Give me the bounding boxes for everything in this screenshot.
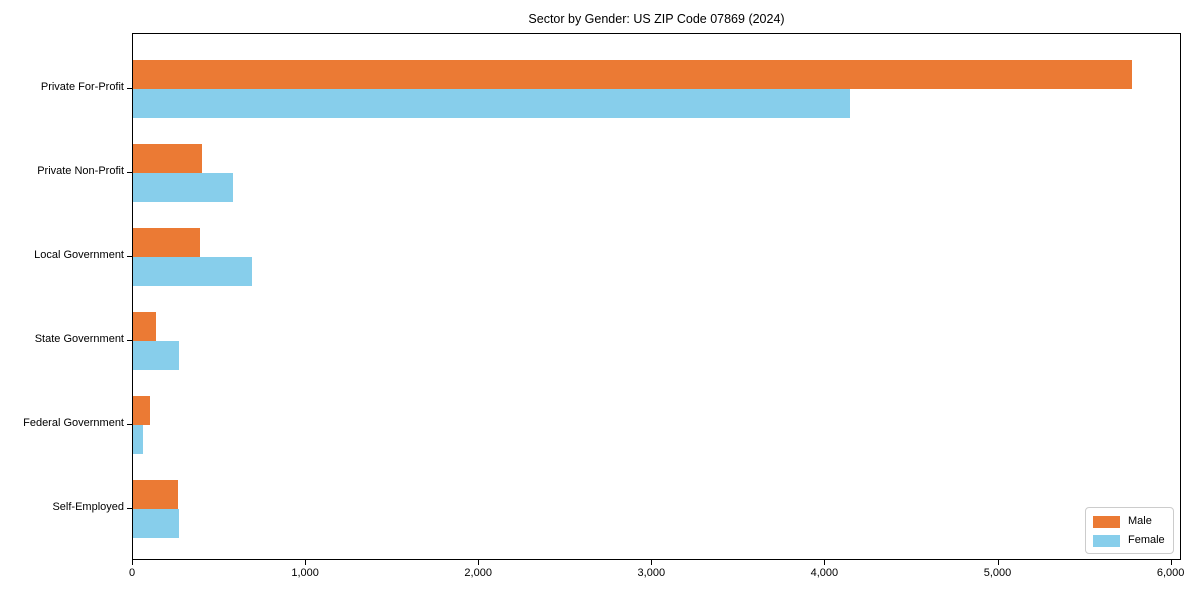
x-tick-label-5000: 5,000 [983,567,1012,579]
y-tick-mark [127,172,132,173]
y-tick-mark [127,508,132,509]
bar-female-state-government [133,341,179,370]
legend-label-female: Female [1128,534,1165,546]
y-tick-mark [127,340,132,341]
x-tick-mark [132,560,133,565]
chart-title: Sector by Gender: US ZIP Code 07869 (202… [528,12,785,26]
x-tick-mark [478,560,480,565]
x-tick-mark [824,560,826,565]
legend: Male Female [1085,507,1174,554]
x-tick-label-0: 0 [128,567,136,579]
bar-male-federal-government [133,396,151,425]
y-tick-label-federal-government: Federal Government [23,417,124,429]
legend-label-male: Male [1128,515,1152,527]
legend-swatch-male [1093,515,1120,528]
bar-male-local-government [133,228,200,257]
x-tick-label-2000: 2,000 [464,567,492,579]
bar-male-self-employed [133,480,178,509]
x-tick-mark [651,560,653,565]
x-tick-mark [1170,560,1172,565]
plot-area [132,33,1181,560]
y-tick-label-state-government: State Government [34,333,124,345]
x-tick-mark [305,560,307,565]
y-tick-label-local-government: Local Government [34,249,124,261]
y-tick-label-private-non-profit: Private Non-Profit [37,165,124,177]
y-tick-mark [127,88,132,89]
y-tick-label-private-for-profit: Private For-Profit [40,81,124,93]
bar-female-local-government [133,257,253,286]
x-tick-mark [997,560,999,565]
x-tick-label-6000: 6,000 [1156,567,1185,579]
bar-male-private-for-profit [133,60,1132,89]
y-tick-mark [127,424,132,425]
legend-swatch-female [1093,534,1120,547]
bar-male-private-non-profit [133,144,203,173]
bar-female-federal-government [133,425,144,454]
bar-female-private-for-profit [133,89,850,118]
bar-female-private-non-profit [133,173,233,202]
bar-female-self-employed [133,509,179,538]
x-tick-label-1000: 1,000 [291,567,319,579]
y-tick-mark [127,256,132,257]
x-tick-label-3000: 3,000 [637,567,666,579]
bar-male-state-government [133,312,156,341]
y-tick-label-self-employed: Self-Employed [52,501,124,513]
legend-entry-female: Female [1093,533,1165,548]
x-tick-label-4000: 4,000 [810,567,839,579]
legend-entry-male: Male [1093,514,1165,529]
